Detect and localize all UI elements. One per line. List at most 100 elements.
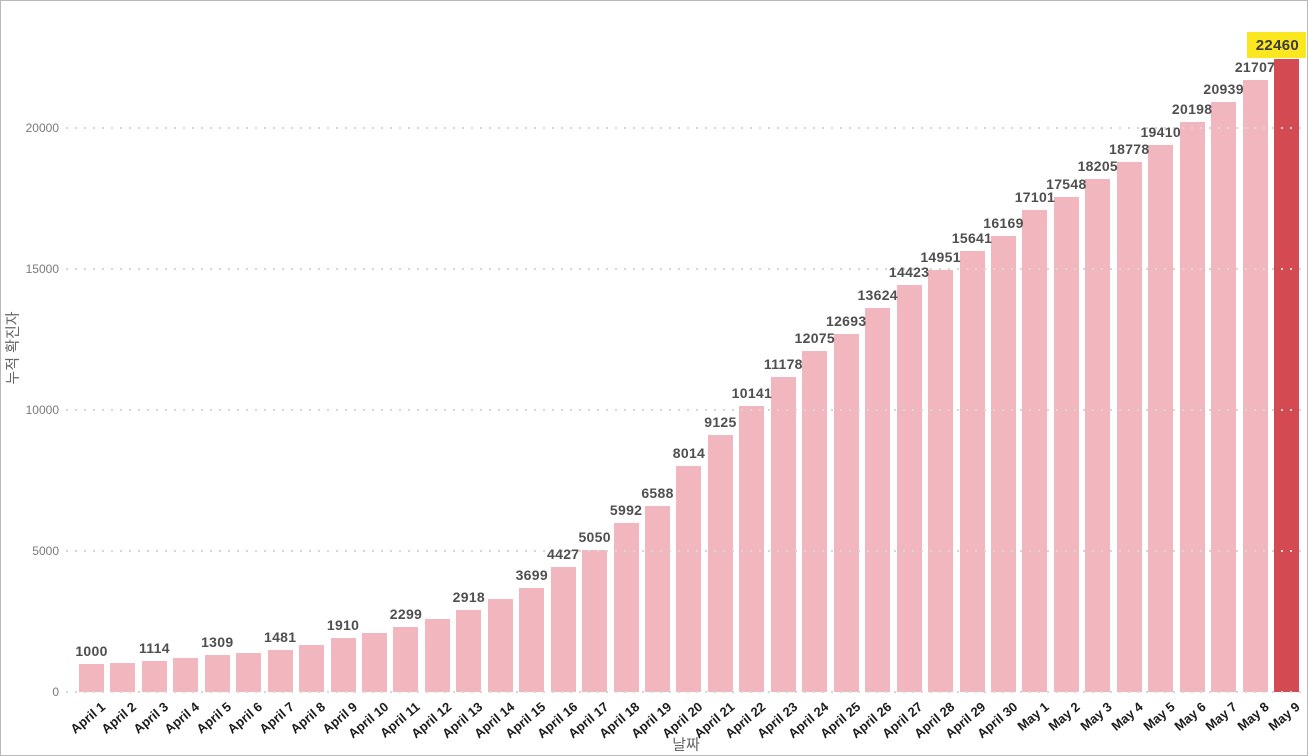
bar[interactable] (330, 638, 356, 692)
x-tick-label: April 5 (193, 699, 234, 737)
x-tick-label: May 3 (1077, 699, 1115, 734)
gridline-15000 (66, 268, 1307, 270)
bar-value-label: 1114 (138, 639, 170, 656)
bar[interactable] (173, 658, 199, 692)
bar[interactable] (141, 660, 167, 692)
bar[interactable] (676, 466, 702, 692)
x-tick-label: May 4 (1108, 699, 1146, 734)
x-tick-label: April 7 (256, 699, 297, 737)
bar[interactable] (362, 633, 388, 692)
gridline-5000 (66, 550, 1307, 552)
bar-value-label: 14951 (920, 249, 961, 266)
y-tick-label: 15000 (25, 262, 59, 276)
bar[interactable] (299, 645, 325, 692)
x-tick-label: May 5 (1140, 699, 1178, 734)
bar[interactable] (833, 334, 859, 692)
bar-value-label: 3699 (515, 566, 548, 583)
gridline-0 (66, 691, 1307, 693)
bar-value-label: 5050 (578, 528, 611, 545)
bar[interactable] (1053, 197, 1079, 692)
bar[interactable] (1211, 101, 1237, 692)
bar-value-label: 20198 (1171, 101, 1213, 118)
bar-value-label: 18778 (1109, 141, 1150, 158)
gridline-20000 (66, 127, 1307, 129)
bar-value-label: 16169 (983, 215, 1024, 232)
bar-value-label: 9125 (704, 413, 737, 430)
bar[interactable] (990, 236, 1016, 692)
bar[interactable] (959, 250, 985, 692)
bar[interactable] (456, 609, 482, 692)
bar[interactable] (1022, 209, 1048, 692)
bar-value-label: 5992 (609, 502, 643, 519)
bar[interactable] (865, 307, 891, 692)
x-tick-label: April 6 (224, 699, 266, 737)
y-axis-title: 누적 확진자 (4, 311, 22, 385)
bar[interactable] (424, 618, 450, 692)
bar-value-label: 14423 (888, 264, 930, 281)
bar[interactable] (487, 599, 513, 692)
bar-value-label: 6588 (641, 485, 674, 502)
bar-value-label: 19410 (1140, 123, 1181, 140)
bar[interactable] (1148, 144, 1174, 692)
bar[interactable] (1179, 122, 1205, 692)
bar[interactable] (79, 663, 104, 692)
bar[interactable] (1242, 79, 1268, 692)
x-axis-title: 날짜 (672, 736, 700, 754)
bar[interactable] (896, 285, 922, 692)
highlight-value-tag: 22460 (1246, 31, 1306, 58)
bar[interactable] (613, 523, 639, 692)
bar[interactable] (204, 655, 230, 692)
x-tick-label: April 2 (98, 699, 140, 737)
bar-value-label: 1309 (201, 634, 234, 651)
bar-value-label: 17548 (1046, 176, 1087, 193)
x-tick-label: April 4 (161, 699, 203, 737)
bar-value-label: 2918 (452, 588, 486, 605)
bar-value-label: 1000 (75, 642, 108, 659)
x-tick-label: April 3 (130, 699, 172, 737)
bar-value-label: 21707 (1234, 58, 1276, 75)
bar-value-label: 12075 (794, 330, 835, 347)
x-tick-label: May 1 (1014, 699, 1052, 734)
bar[interactable] (707, 434, 733, 692)
bar-value-label: 4427 (547, 546, 580, 563)
bar[interactable] (267, 650, 293, 692)
bar-value-label: 12693 (826, 313, 867, 330)
bar-highlighted[interactable] (1273, 58, 1299, 692)
bar[interactable] (393, 627, 419, 692)
bar-value-label: 17101 (1014, 188, 1056, 205)
bar-value-label: 18205 (1077, 157, 1119, 174)
bar-value-label: 15641 (951, 229, 993, 246)
bar[interactable] (802, 351, 828, 692)
bar[interactable] (110, 662, 136, 692)
y-tick-label: 10000 (25, 403, 59, 417)
x-tick-label: May 6 (1171, 699, 1209, 734)
bar-value-label: 20939 (1203, 80, 1244, 97)
bar[interactable] (236, 652, 262, 692)
x-tick-label: May 8 (1234, 699, 1272, 734)
bar-value-label: 2299 (389, 606, 423, 623)
bar[interactable] (770, 376, 796, 692)
bar[interactable] (645, 506, 671, 692)
x-tick-label: May 9 (1265, 699, 1304, 734)
bar[interactable] (519, 587, 545, 692)
bar[interactable] (739, 406, 765, 692)
y-tick-label: 20000 (25, 121, 59, 135)
x-tick-label: May 2 (1045, 699, 1084, 734)
bar[interactable] (928, 270, 954, 692)
y-tick-label: 5000 (32, 544, 59, 558)
bar[interactable] (582, 549, 608, 692)
x-tick-label: April 1 (67, 699, 109, 737)
bar-value-label: 10141 (731, 385, 773, 402)
bar[interactable] (1116, 162, 1142, 692)
bar-value-label: 8014 (672, 445, 706, 461)
bar[interactable] (550, 567, 576, 692)
y-tick-label: 0 (52, 685, 59, 699)
bar[interactable] (1085, 178, 1111, 692)
x-tick-label: April 8 (287, 699, 329, 737)
bar-value-label: 11178 (763, 355, 803, 372)
